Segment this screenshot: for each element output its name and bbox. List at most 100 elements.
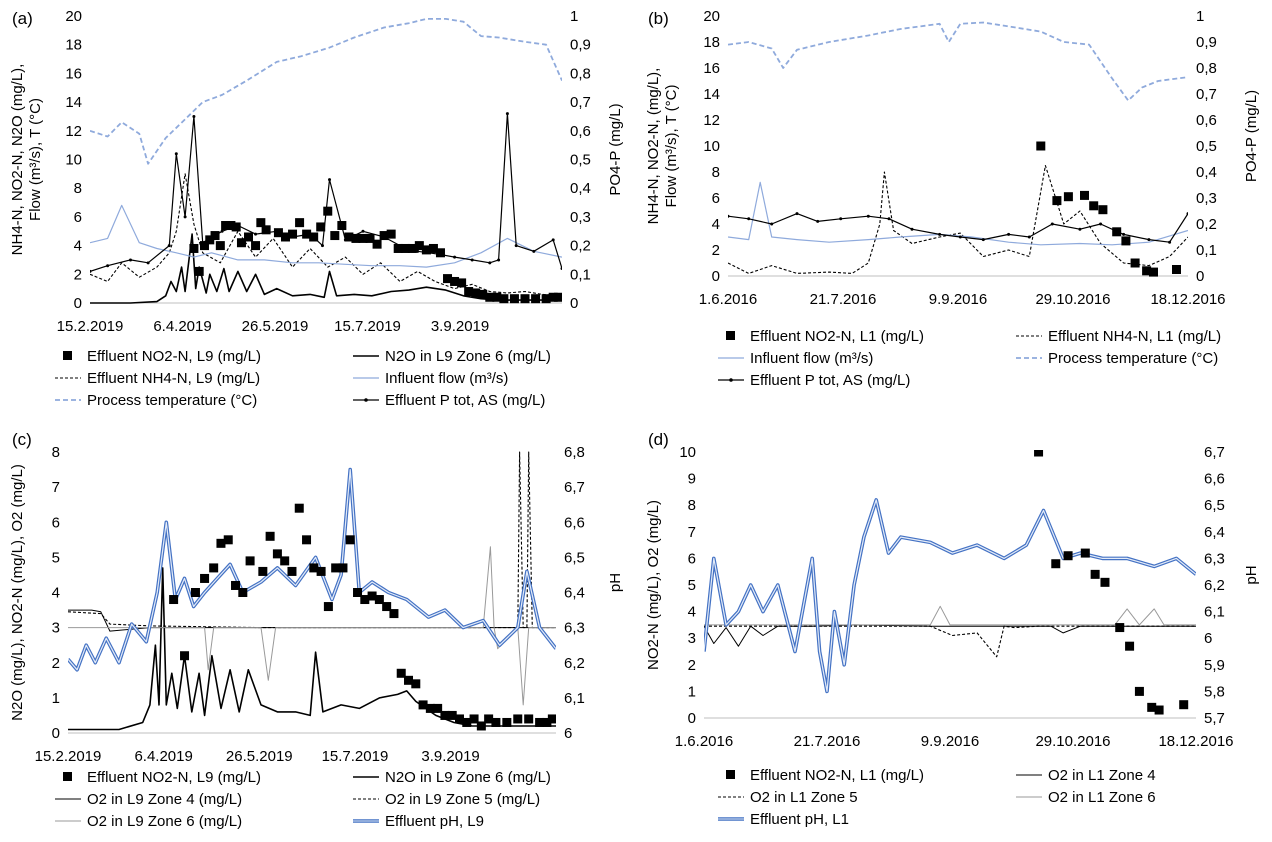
point-effluent-p-tot-as-mg-l bbox=[839, 217, 843, 221]
right-tick-label: 0,2 bbox=[570, 238, 591, 255]
marker-effluent-no2-n-l9-mg-l bbox=[251, 241, 261, 251]
left-tick-label: 20 bbox=[703, 8, 720, 25]
legend-label: O2 in L9 Zone 6 (mg/L) bbox=[87, 813, 242, 830]
right-tick-label: 0,5 bbox=[570, 152, 591, 169]
panel-c: (c) 0 1 2 3 4 5 6 7 8 6 6,1 6,2 6,3 6,4 6,5 6,6 6,7 6,8 15.… bbox=[0, 421, 636, 842]
right-tick-label: 0 bbox=[1196, 268, 1204, 285]
left-tick-label: 2 bbox=[74, 266, 82, 283]
marker-effluent-no2-n-l9-mg-l bbox=[210, 231, 220, 241]
marker-effluent-no2-n-l9-mg-l bbox=[280, 556, 290, 566]
x-tick-label: 6.4.2019 bbox=[134, 748, 192, 765]
marker-effluent-no2-n-l9-mg-l bbox=[542, 717, 552, 727]
panel-d: (d) 0 1 2 3 4 5 6 7 8 9 10 5,7 5,8 5,9 6 6,1 6,2 6,3 6,4 6,5… bbox=[636, 421, 1272, 842]
right-tick-label: 6 bbox=[1204, 630, 1212, 647]
marker-effluent-no2-n-l9-mg-l bbox=[351, 233, 361, 243]
marker-effluent-no2-n-l9-mg-l bbox=[513, 714, 523, 724]
left-tick-label: 14 bbox=[65, 94, 82, 111]
marker-effluent-no2-n-l9-mg-l bbox=[261, 225, 271, 235]
marker-effluent-no2-n-l9-mg-l bbox=[374, 595, 384, 605]
left-tick-label: 6 bbox=[688, 550, 696, 567]
plot-area bbox=[728, 21, 1188, 277]
x-tick-label: 15.2.2019 bbox=[35, 748, 102, 765]
marker-effluent-no2-n-l1-mg-l bbox=[1130, 258, 1140, 268]
right-tick-label: 1 bbox=[570, 8, 578, 25]
right-tick-label: 0,1 bbox=[1196, 242, 1217, 259]
legend-label: O2 in L1 Zone 5 bbox=[750, 789, 858, 806]
panel-a: (a) 0 2 4 6 8 10 12 14 16 18 20 0 0,1 0,2 0,3 0,4 0,5 0,6 0… bbox=[0, 0, 636, 421]
point-effluent-p-tot-as-mg-l bbox=[816, 219, 820, 223]
marker-effluent-no2-n-l9-mg-l bbox=[421, 245, 431, 255]
marker-effluent-no2-n-l9-mg-l bbox=[389, 609, 399, 619]
marker-effluent-no2-n-l1-mg-l bbox=[1134, 686, 1144, 696]
right-tick-label: 6,7 bbox=[564, 479, 585, 496]
marker-effluent-no2-n-l9-mg-l bbox=[379, 231, 389, 241]
x-tick-label: 3.9.2019 bbox=[431, 318, 489, 335]
panel-label: (a) bbox=[12, 9, 33, 28]
marker-effluent-no2-n-l9-mg-l bbox=[535, 717, 545, 727]
marker-effluent-no2-n-l9-mg-l bbox=[484, 714, 494, 724]
left-axis-title: NH4-N, NO2-N, N2O (mg/L), bbox=[9, 64, 26, 256]
x-tick-label: 21.7.2016 bbox=[810, 291, 877, 308]
marker-effluent-no2-n-l9-mg-l bbox=[411, 679, 421, 689]
right-tick-label: 5,9 bbox=[1204, 657, 1225, 674]
marker-effluent-no2-n-l9-mg-l bbox=[316, 222, 326, 232]
point-effluent-p-tot-as-mg-l bbox=[488, 261, 492, 265]
left-tick-label: 12 bbox=[703, 112, 720, 129]
left-tick-label: 20 bbox=[65, 8, 82, 25]
point-effluent-p-tot-as-mg-l bbox=[1007, 232, 1011, 236]
chart-d: (d) 0 1 2 3 4 5 6 7 8 9 10 5,7 5,8 5,9 6 6,1 6,2 6,3 6,4 6,5… bbox=[645, 430, 1260, 828]
right-tick-label: 6,4 bbox=[564, 585, 585, 602]
marker-effluent-no2-n-l1-mg-l bbox=[1036, 141, 1046, 151]
marker-effluent-no2-n-l9-mg-l bbox=[553, 292, 562, 302]
marker-effluent-no2-n-l9-mg-l bbox=[323, 602, 333, 612]
marker-effluent-no2-n-l9-mg-l bbox=[499, 294, 509, 304]
point-effluent-p-tot-as-mg-l bbox=[1122, 232, 1126, 236]
left-tick-label: 0 bbox=[688, 710, 696, 727]
point-effluent-p-tot-as-mg-l bbox=[106, 264, 110, 268]
series-o2-in-l9-zone-6-mg-l bbox=[68, 546, 556, 706]
marker-effluent-no2-n-l1-mg-l bbox=[1179, 700, 1189, 710]
point-effluent-p-tot-as-mg-l bbox=[320, 244, 324, 248]
chart-b: (b) 0 2 4 6 8 10 12 14 16 18 20 0 0,1 0,2 0,3 0,4 0,5 0,6 0… bbox=[645, 8, 1260, 389]
marker-effluent-no2-n-l9-mg-l bbox=[302, 229, 312, 239]
marker-effluent-no2-n-l9-mg-l bbox=[404, 675, 414, 685]
left-axis-title: Flow (m³/s), T (°C) bbox=[663, 85, 680, 208]
right-tick-label: 0,5 bbox=[1196, 138, 1217, 155]
legend-label: Effluent NO2-N, L9 (mg/L) bbox=[87, 769, 261, 786]
series-effluent-ph-l1-inner bbox=[704, 499, 1196, 692]
series-effluent-nh4-n-l9-mg-l bbox=[90, 173, 562, 297]
marker-effluent-no2-n-l9-mg-l bbox=[238, 588, 248, 597]
marker-effluent-no2-n-l9-mg-l bbox=[265, 531, 275, 541]
marker-effluent-no2-n-l9-mg-l bbox=[425, 703, 435, 713]
right-tick-label: 6,5 bbox=[564, 549, 585, 566]
point-effluent-p-tot-as-mg-l bbox=[497, 258, 501, 262]
marker-effluent-no2-n-l9-mg-l bbox=[256, 218, 266, 228]
x-tick-label: 15.7.2019 bbox=[334, 318, 401, 335]
marker-effluent-no2-n-l9-mg-l bbox=[245, 556, 255, 566]
legend-label: Influent flow (m³/s) bbox=[750, 350, 873, 367]
left-axis-title: Flow (m³/s), T (°C) bbox=[27, 98, 44, 221]
legend-label: Influent flow (m³/s) bbox=[385, 370, 508, 387]
point-effluent-p-tot-as-mg-l bbox=[90, 269, 92, 273]
marker-effluent-no2-n-l1-mg-l bbox=[1063, 192, 1073, 202]
x-tick-label: 1.6.2016 bbox=[675, 733, 733, 750]
series-o2-in-l9-zone-5-mg-l bbox=[68, 451, 556, 629]
left-axis-title: N2O (mg/L), NO2-N (mg/L), O2 (mg/L) bbox=[9, 464, 26, 721]
left-tick-label: 5 bbox=[688, 577, 696, 594]
marker-effluent-no2-n-l9-mg-l bbox=[236, 238, 246, 248]
point-effluent-p-tot-as-mg-l bbox=[328, 178, 332, 182]
right-tick-label: 0,8 bbox=[1196, 60, 1217, 77]
x-tick-label: 3.9.2019 bbox=[421, 748, 479, 765]
marker-effluent-no2-n-l1-mg-l bbox=[1100, 577, 1110, 587]
point-effluent-p-tot-as-mg-l bbox=[183, 215, 187, 219]
marker-effluent-no2-n-l9-mg-l bbox=[295, 218, 305, 228]
plot-area bbox=[90, 17, 562, 304]
legend-label: Effluent NO2-N, L1 (mg/L) bbox=[750, 328, 924, 345]
left-tick-label: 16 bbox=[65, 65, 82, 82]
legend-label: Effluent NH4-N, L1 (mg/L) bbox=[1048, 328, 1221, 345]
chart-a: (a) 0 2 4 6 8 10 12 14 16 18 20 0 0,1 0,2 0,3 0,4 0,5 0,6 0… bbox=[9, 8, 624, 409]
right-tick-label: 6,6 bbox=[564, 514, 585, 531]
marker-effluent-no2-n-l9-mg-l bbox=[367, 591, 377, 601]
left-tick-label: 3 bbox=[688, 630, 696, 647]
right-axis-title: PO4-P (mg/L) bbox=[1243, 90, 1260, 182]
